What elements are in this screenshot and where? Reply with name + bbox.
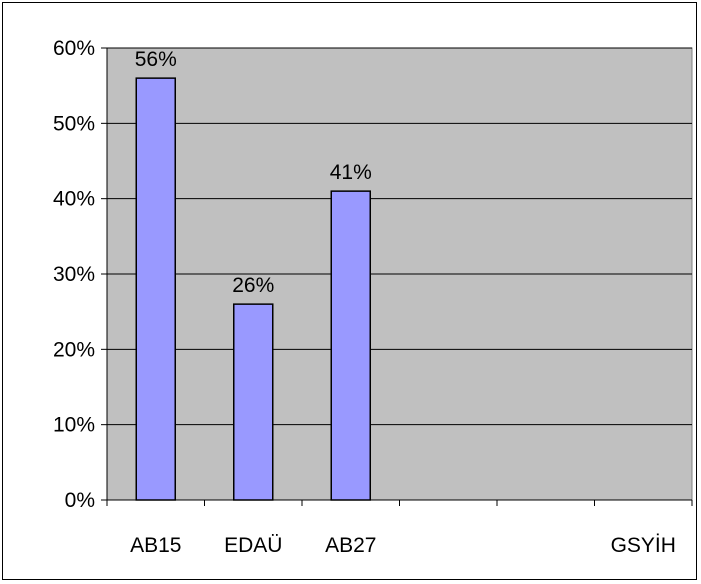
gridlines (107, 47, 692, 426)
y-tick-label: 10% (53, 414, 95, 437)
x-tick-label: EDAÜ (224, 534, 282, 557)
y-tick-label: 0% (65, 489, 95, 512)
data-label: 56% (135, 48, 177, 71)
data-labels: 56% 26% 41% (135, 48, 372, 297)
y-axis-ticks: 0% 10% 20% 30% 40% 50% 60% (53, 37, 107, 512)
y-tick-label: 30% (53, 263, 95, 286)
x-tick-label: GSYİH (611, 534, 676, 557)
x-tick-label: AB27 (325, 534, 376, 557)
x-axis-ticks: AB15 EDAÜ AB27 GSYİH (106, 500, 693, 557)
y-tick-label: 60% (53, 37, 95, 60)
data-label: 41% (330, 161, 372, 184)
y-tick-label: 40% (53, 188, 95, 211)
bar (330, 190, 371, 501)
y-tick-label: 50% (53, 112, 95, 135)
data-label: 26% (232, 274, 274, 297)
bar (233, 303, 274, 501)
bar (135, 77, 176, 501)
bars (135, 77, 371, 501)
x-tick-label: AB15 (130, 534, 181, 557)
y-tick-label: 20% (53, 338, 95, 361)
